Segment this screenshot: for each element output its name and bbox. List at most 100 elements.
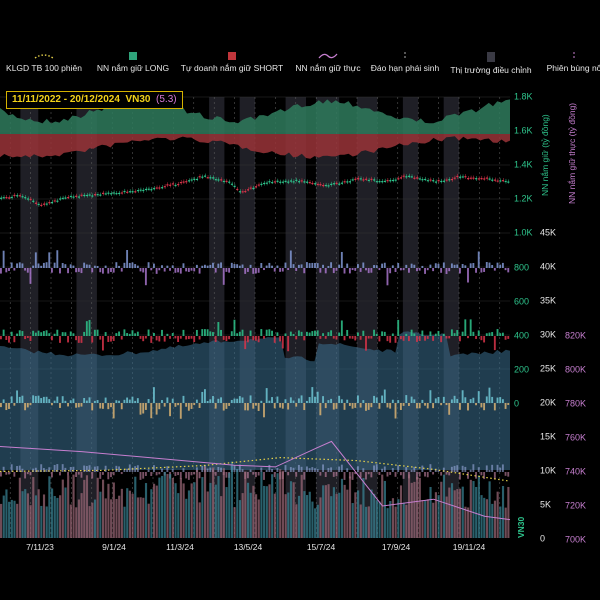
flow-bar: [61, 396, 64, 403]
flow-bar: [75, 472, 78, 477]
flow-bar: [408, 268, 410, 273]
flow-bar: [338, 395, 341, 403]
flow-bar: [230, 262, 233, 268]
flow-bar: [177, 268, 180, 273]
candle: [472, 177, 475, 179]
legend-label: NN nắm giữ LONG: [96, 63, 170, 73]
flow-bar: [185, 403, 188, 407]
flow-bar: [252, 268, 255, 274]
volume-bar: [246, 482, 250, 538]
axis-tick-label: 600: [514, 296, 529, 306]
candle: [13, 194, 16, 197]
flow-bar: [453, 465, 456, 472]
volume-bar: [18, 477, 21, 538]
volume-axis-label: VN30: [516, 516, 526, 538]
flow-bar: [477, 330, 480, 336]
flow-bar: [136, 331, 139, 336]
flow-bar: [383, 466, 386, 472]
flow-bar: [249, 469, 252, 472]
flow-bar: [402, 472, 405, 479]
flow-bar: [432, 336, 435, 341]
volume-bar: [354, 492, 357, 538]
flow-bar: [96, 265, 99, 268]
flow-bar: [177, 472, 180, 476]
flow-bar: [118, 466, 120, 472]
flow-bar: [402, 336, 405, 341]
candle: [276, 180, 279, 182]
flow-bar: [201, 329, 204, 336]
candle: [228, 181, 231, 183]
flow-bar: [322, 264, 324, 268]
flow-bar: [214, 472, 217, 476]
flow-bar: [155, 403, 158, 415]
flow-bar: [440, 403, 443, 406]
flow-bar: [351, 403, 354, 409]
flow-bar: [246, 472, 249, 479]
flow-bar: [77, 268, 80, 272]
flow-bar: [123, 329, 126, 336]
volume-bar: [233, 507, 236, 538]
flow-bar: [456, 398, 459, 403]
flow-bar: [292, 400, 295, 403]
volume-bar: [83, 479, 86, 538]
volume-bar: [110, 499, 113, 538]
flow-bar: [128, 464, 131, 472]
flow-bar: [475, 268, 477, 273]
flow-bar: [217, 263, 220, 268]
volume-bar: [93, 499, 97, 538]
flow-bar: [174, 403, 177, 407]
candle: [252, 187, 255, 190]
flow-bar: [128, 333, 131, 336]
flow-bar: [450, 263, 453, 268]
flow-bar: [85, 466, 88, 472]
flow-bar: [338, 332, 341, 336]
flow-bar: [311, 331, 314, 336]
flow-bar: [40, 398, 43, 403]
flow-bar: [204, 329, 206, 336]
flow-bar: [464, 466, 467, 472]
correction-band: [209, 97, 225, 538]
vertical-dash-icon: [573, 52, 575, 60]
volume-bar: [201, 477, 204, 538]
flow-bar: [246, 336, 249, 343]
flow-bar: [118, 265, 120, 268]
flow-bar: [236, 333, 239, 336]
flow-bar: [445, 472, 448, 475]
volume-bar: [150, 489, 153, 538]
flow-bar: [139, 268, 142, 272]
flow-bar: [335, 472, 338, 477]
volume-bar: [504, 507, 507, 538]
flow-bar: [42, 262, 45, 268]
flow-bar: [220, 397, 222, 403]
candle: [187, 180, 190, 182]
flow-bar: [399, 403, 402, 410]
candle: [434, 181, 437, 183]
flow-bar: [303, 403, 306, 411]
flow-bar: [434, 398, 437, 403]
flow-bar: [99, 268, 102, 273]
flow-bar: [18, 262, 21, 268]
candle: [332, 183, 335, 185]
volume-bar: [408, 474, 411, 538]
volume-bar: [281, 470, 284, 538]
volume-bar: [507, 486, 510, 538]
flow-bar: [416, 268, 418, 272]
flow-bar: [64, 467, 67, 472]
flow-bar: [126, 250, 129, 268]
candle: [405, 176, 408, 178]
flow-bar: [295, 268, 298, 271]
flow-bar: [306, 466, 308, 472]
candle: [496, 180, 499, 182]
candle: [126, 191, 129, 193]
volume-bar: [255, 494, 258, 538]
flow-bar: [241, 469, 244, 472]
flow-bar: [308, 397, 311, 403]
flow-bar: [123, 262, 126, 268]
volume-bar: [416, 476, 419, 538]
flow-bar: [42, 468, 45, 472]
flow-bar: [343, 472, 346, 480]
candle: [279, 181, 282, 183]
flow-bar: [51, 472, 53, 478]
flow-bar: [110, 268, 112, 272]
axis-tick-label: 10K: [540, 465, 556, 475]
